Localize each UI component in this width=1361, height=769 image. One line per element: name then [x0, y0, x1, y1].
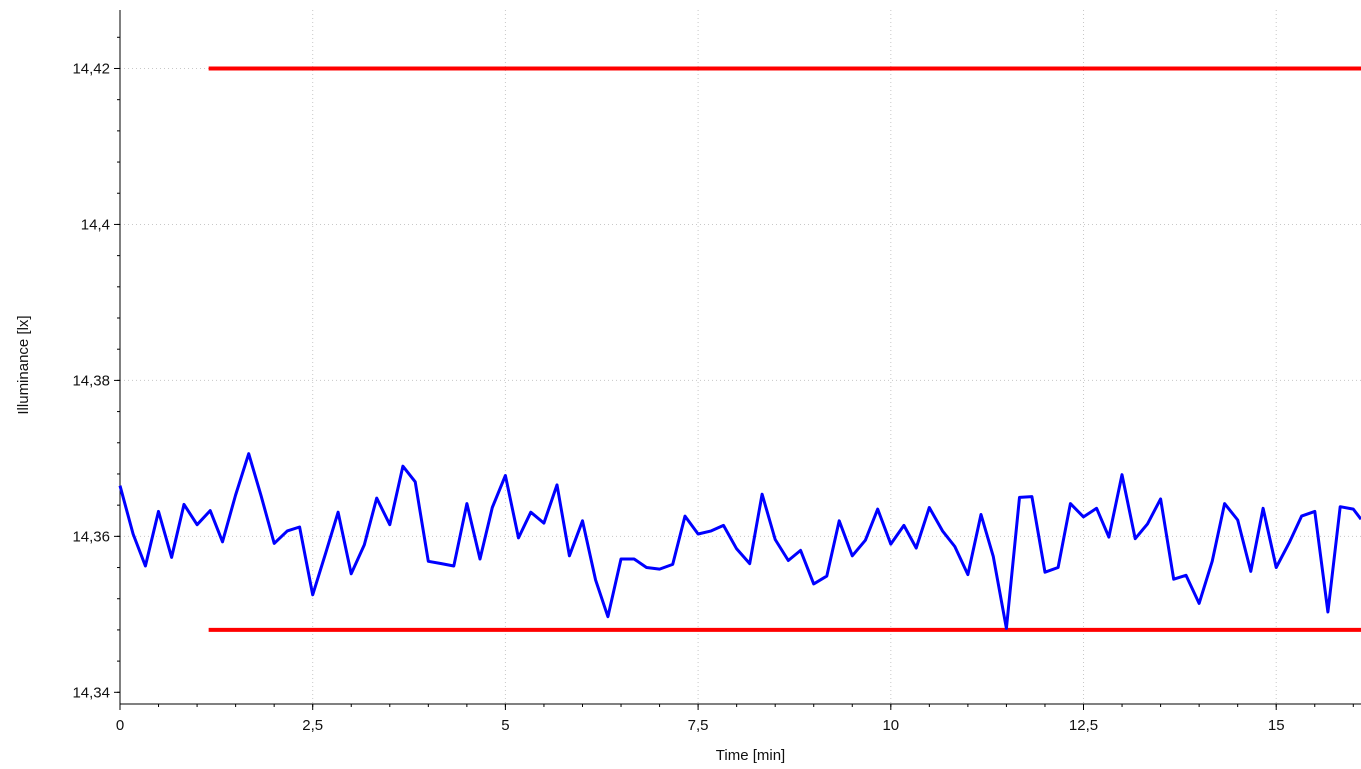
x-tick-label: 5 — [501, 717, 509, 734]
y-tick-label: 14,4 — [81, 216, 110, 233]
x-tick-label: 0 — [116, 717, 124, 734]
x-tick-label: 12,5 — [1069, 717, 1098, 734]
x-tick-label: 15 — [1268, 717, 1285, 734]
y-tick-label: 14,38 — [72, 372, 110, 389]
series-line — [118, 452, 1361, 630]
axes — [114, 10, 1361, 710]
data-series — [118, 452, 1361, 630]
x-tick-label: 2,5 — [302, 717, 323, 734]
y-tick-label: 14,42 — [72, 60, 110, 77]
y-tick-label: 14,36 — [72, 528, 110, 545]
grid-lines — [120, 10, 1361, 704]
x-axis-title: Time [min] — [716, 747, 785, 764]
x-tick-label: 10 — [882, 717, 899, 734]
limit-lines — [208, 66, 1361, 632]
y-tick-label: 14,34 — [72, 684, 110, 701]
x-tick-label: 7,5 — [688, 717, 709, 734]
tick-labels: 14,34 14,36 14,38 14,4 14,42 0 2,5 5 7,5 10 12,5 15 — [72, 60, 1284, 734]
y-axis-title: Illuminance [lx] — [15, 315, 32, 414]
